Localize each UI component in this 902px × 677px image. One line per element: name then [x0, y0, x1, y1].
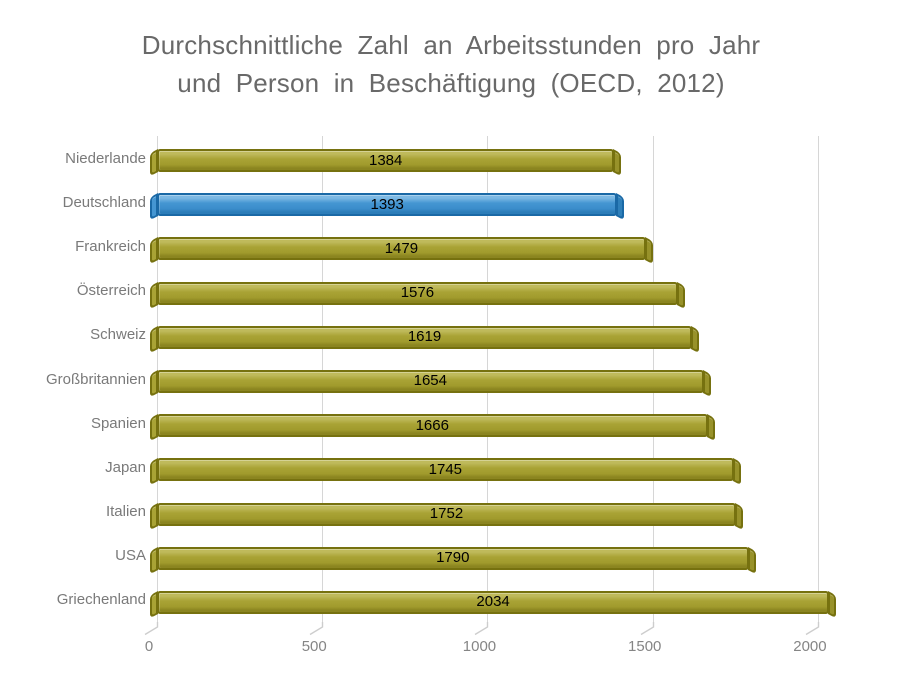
bar-row: Großbritannien 1654 — [0, 357, 902, 401]
bar-spanien[interactable]: 1666 — [157, 414, 708, 438]
category-label: Deutschland — [62, 193, 146, 211]
tick-mark-icon — [309, 622, 324, 636]
bar-value-label: 1790 — [436, 549, 470, 567]
bar-value-label: 1654 — [413, 372, 447, 390]
bar-row: Italien 1752 — [0, 490, 902, 534]
bar-track: 2034 — [157, 578, 851, 622]
tick-label: 500 — [301, 638, 327, 655]
bar-track: 1619 — [157, 313, 851, 357]
bar-value-label: 1752 — [429, 505, 464, 523]
bar-track: 1654 — [157, 357, 851, 401]
bar-track: 1752 — [157, 490, 851, 534]
bar-value-label: 1384 — [369, 151, 403, 169]
bar-row: Frankreich 1479 — [0, 224, 902, 268]
chart-title-line1: Durchschnittliche Zahl an Arbeitsstunden… — [141, 30, 761, 60]
bar-track: 1745 — [157, 445, 851, 489]
bar-usa[interactable]: 1790 — [157, 546, 749, 570]
bar-schweiz[interactable]: 1619 — [157, 325, 693, 349]
bar-value-label: 2034 — [476, 593, 510, 611]
bar-value-label: 1666 — [415, 416, 449, 434]
tick-label: 1000 — [462, 638, 497, 655]
category-label: Frankreich — [75, 237, 146, 255]
category-label: USA — [115, 547, 146, 565]
category-label: Griechenland — [56, 591, 146, 609]
category-label: Schweiz — [90, 326, 146, 344]
bar-row: USA 1790 — [0, 534, 902, 578]
tick-mark-icon — [640, 622, 654, 636]
bar-value-label: 1393 — [370, 195, 404, 213]
tick-mark-icon — [805, 622, 820, 636]
category-label: Japan — [105, 458, 146, 476]
bar-value-label: 1576 — [400, 284, 435, 302]
bar-track: 1576 — [157, 269, 851, 313]
bar-value-label: 1479 — [384, 240, 419, 258]
bar-track: 1384 — [157, 136, 851, 180]
bar-value-label: 1619 — [407, 328, 442, 346]
tick-label: 0 — [144, 638, 154, 655]
bar-oesterreich[interactable]: 1576 — [157, 281, 678, 305]
bar-track: 1479 — [157, 224, 851, 268]
bar-row: Griechenland 2034 — [0, 578, 902, 622]
bar-row: Österreich 1576 — [0, 269, 902, 313]
x-axis: 0 500 1000 1500 2000 — [144, 622, 851, 672]
bar-value-label: 1745 — [428, 460, 463, 478]
tick-mark-icon — [144, 622, 159, 636]
bar-row: Japan 1745 — [0, 445, 902, 489]
bar-rows: Niederlande 1384 Deutschland 1393 Frankr… — [0, 136, 902, 622]
bar-japan[interactable]: 1745 — [157, 458, 734, 482]
category-label: Österreich — [76, 282, 146, 300]
gridline — [817, 136, 819, 622]
bar-track: 1790 — [157, 534, 851, 578]
bar-track: 1666 — [157, 401, 851, 445]
bar-frankreich[interactable]: 1479 — [157, 237, 646, 261]
bar-row: Niederlande 1384 — [0, 136, 902, 180]
bar-italien[interactable]: 1752 — [157, 502, 736, 526]
bar-grossbritannien[interactable]: 1654 — [157, 369, 704, 393]
tick-mark-icon — [475, 622, 489, 636]
category-label: Spanien — [90, 414, 146, 432]
category-label: Italien — [105, 503, 146, 521]
bar-deutschland[interactable]: 1393 — [157, 193, 618, 217]
tick-label: 2000 — [793, 638, 827, 655]
bar-niederlande[interactable]: 1384 — [157, 149, 615, 172]
bar-row: Spanien 1666 — [0, 401, 902, 445]
chart-title: Durchschnittliche Zahl an Arbeitsstunden… — [0, 26, 902, 102]
chart-title-line2: und Person in Beschäftigung (OECD, 2012) — [177, 68, 725, 98]
category-label: Niederlande — [65, 149, 146, 167]
bar-griechenland[interactable]: 2034 — [157, 590, 830, 614]
bar-row: Deutschland 1393 — [0, 180, 902, 224]
plot-area: Niederlande 1384 Deutschland 1393 Frankr… — [0, 136, 902, 622]
bar-row: Schweiz 1619 — [0, 313, 902, 357]
bar-track: 1393 — [157, 180, 851, 224]
tick-label: 1500 — [628, 638, 662, 655]
category-label: Großbritannien — [45, 370, 146, 388]
